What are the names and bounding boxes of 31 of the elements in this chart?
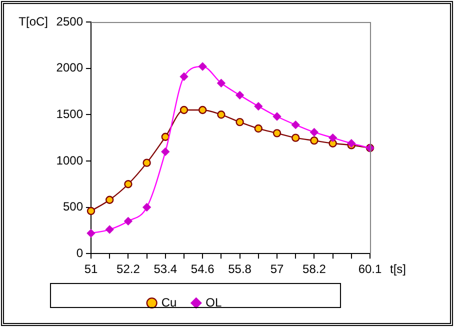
point bbox=[180, 106, 188, 114]
y-axis-title: T[oC] bbox=[18, 14, 48, 28]
legend-label: OL bbox=[206, 295, 222, 310]
x-axis-title: t[s] bbox=[390, 262, 406, 276]
legend-label: Cu bbox=[161, 295, 177, 310]
x-tick-label: 53.4 bbox=[154, 262, 178, 276]
y-tick-label: 0 bbox=[76, 246, 84, 260]
point bbox=[292, 134, 300, 142]
x-tick-label: 57 bbox=[270, 262, 284, 276]
y-tick-label: 2000 bbox=[56, 60, 84, 75]
x-tick-label: 55.8 bbox=[228, 262, 252, 276]
point bbox=[272, 129, 282, 138]
y-tick-label: 1000 bbox=[56, 153, 84, 168]
point bbox=[106, 196, 114, 204]
point bbox=[310, 136, 318, 145]
point bbox=[236, 118, 244, 126]
y-tick-label: 500 bbox=[62, 200, 84, 214]
point bbox=[161, 132, 170, 141]
point bbox=[254, 124, 262, 133]
point bbox=[86, 206, 96, 216]
x-tick-label: 60.1 bbox=[358, 262, 382, 276]
point bbox=[142, 158, 151, 167]
point bbox=[198, 106, 207, 114]
point bbox=[124, 180, 132, 188]
x-tick-label: 52.2 bbox=[116, 262, 140, 276]
y-tick-label: 1500 bbox=[56, 106, 84, 121]
x-tick-label: 58.2 bbox=[302, 262, 326, 276]
x-tick-label: 51 bbox=[84, 262, 98, 276]
point bbox=[217, 110, 226, 119]
y-tick-label: 2500 bbox=[56, 14, 84, 28]
x-tick-label: 54.6 bbox=[190, 262, 215, 276]
